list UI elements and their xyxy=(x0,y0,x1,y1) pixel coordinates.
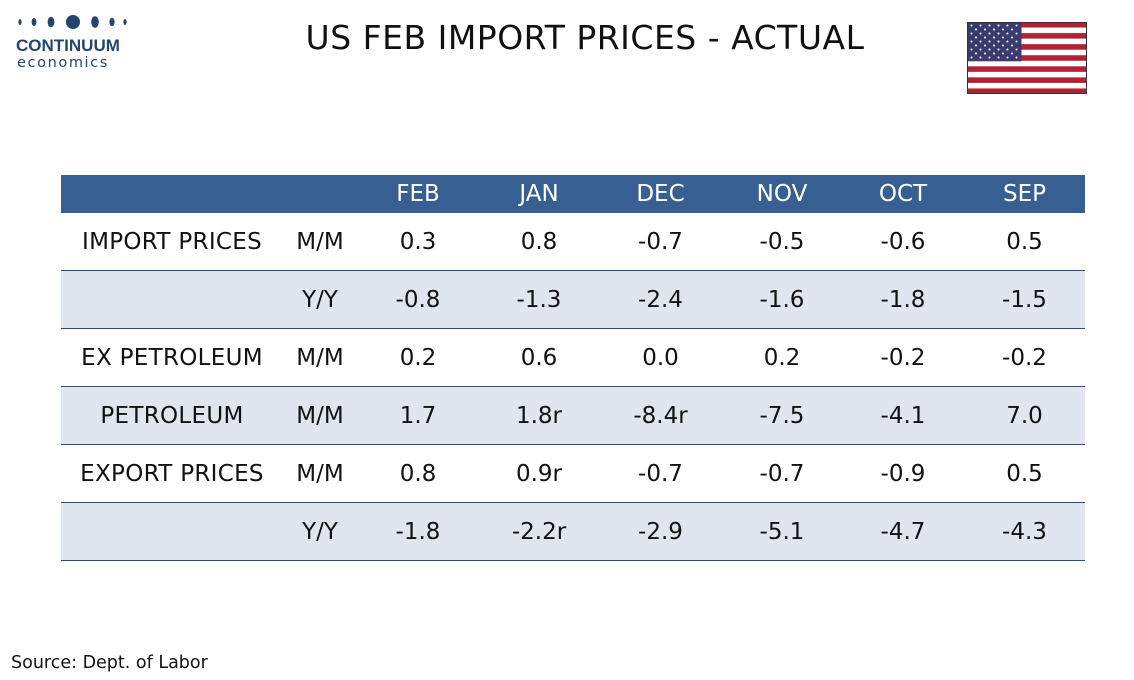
row-label: IMPORT PRICES xyxy=(61,213,283,271)
table-cell: 0.0 xyxy=(599,328,722,387)
table-cell: 7.0 xyxy=(964,386,1085,445)
table-cell: -2.9 xyxy=(599,502,722,561)
us-flag-icon xyxy=(967,22,1087,94)
row-label: PETROLEUM xyxy=(61,386,283,445)
column-header xyxy=(283,175,357,213)
logo-dots-icon xyxy=(18,15,127,29)
column-header xyxy=(61,175,283,213)
table-cell: -0.5 xyxy=(722,213,842,271)
continuum-logo: CONTINUUM economics xyxy=(14,14,144,76)
table-cell: -4.7 xyxy=(842,502,964,561)
table-cell: 0.2 xyxy=(722,328,842,387)
table-cell: -1.6 xyxy=(722,270,842,329)
table-row: EXPORT PRICES M/M 0.8 0.9r -0.7 -0.7 -0.9 0.5 xyxy=(61,444,1085,503)
column-header-feb: FEB xyxy=(357,175,479,213)
logo-name: CONTINUUM xyxy=(16,36,120,55)
table-cell: -0.7 xyxy=(599,213,722,271)
table-row: Y/Y -0.8 -1.3 -2.4 -1.6 -1.8 -1.5 xyxy=(61,270,1085,329)
table-row: Y/Y -1.8 -2.2r -2.9 -5.1 -4.7 -4.3 xyxy=(61,502,1085,561)
table-header-row: FEB JAN DEC NOV OCT SEP xyxy=(61,175,1085,213)
table-cell: -0.8 xyxy=(357,270,479,329)
table-cell: -1.3 xyxy=(479,270,599,329)
row-measure: M/M xyxy=(283,328,357,387)
table-row: IMPORT PRICES M/M 0.3 0.8 -0.7 -0.5 -0.6 0.5 xyxy=(61,213,1085,271)
column-header-nov: NOV xyxy=(722,175,842,213)
table-cell: 0.8 xyxy=(357,444,479,503)
table-cell: 0.9r xyxy=(479,444,599,503)
row-measure: M/M xyxy=(283,386,357,445)
table-cell: -0.6 xyxy=(842,213,964,271)
column-header-sep: SEP xyxy=(964,175,1085,213)
table-cell: 0.3 xyxy=(357,213,479,271)
row-measure: M/M xyxy=(283,444,357,503)
table-cell: 1.8r xyxy=(479,386,599,445)
table-cell: -5.1 xyxy=(722,502,842,561)
row-measure: Y/Y xyxy=(283,502,357,561)
table-cell: -0.7 xyxy=(599,444,722,503)
table-cell: -1.8 xyxy=(357,502,479,561)
table-row: EX PETROLEUM M/M 0.2 0.6 0.0 0.2 -0.2 -0.2 xyxy=(61,328,1085,387)
row-measure: M/M xyxy=(283,213,357,271)
row-label: EXPORT PRICES xyxy=(61,444,283,503)
table-cell: 0.5 xyxy=(964,444,1085,503)
table-cell: -0.9 xyxy=(842,444,964,503)
table-cell: -0.7 xyxy=(722,444,842,503)
table-cell: -7.5 xyxy=(722,386,842,445)
logo-subtitle: economics xyxy=(17,55,109,71)
table-cell: 0.2 xyxy=(357,328,479,387)
table-cell: -0.2 xyxy=(964,328,1085,387)
column-header-dec: DEC xyxy=(599,175,722,213)
source-note: Source: Dept. of Labor xyxy=(11,653,208,673)
table-cell: -8.4r xyxy=(599,386,722,445)
row-label: EX PETROLEUM xyxy=(61,328,283,387)
table-cell: -0.2 xyxy=(842,328,964,387)
column-header-jan: JAN xyxy=(479,175,599,213)
page-title: US FEB IMPORT PRICES - ACTUAL xyxy=(305,18,865,57)
row-measure: Y/Y xyxy=(283,270,357,329)
table-cell: -2.4 xyxy=(599,270,722,329)
table-cell: 0.5 xyxy=(964,213,1085,271)
table-row: PETROLEUM M/M 1.7 1.8r -8.4r -7.5 -4.1 7.0 xyxy=(61,386,1085,445)
table-cell: -4.1 xyxy=(842,386,964,445)
table-cell: 0.6 xyxy=(479,328,599,387)
table-cell: -1.8 xyxy=(842,270,964,329)
table-cell: 1.7 xyxy=(357,386,479,445)
import-prices-table: FEB JAN DEC NOV OCT SEP IMPORT PRICES M/M… xyxy=(61,175,1085,561)
table-cell: -1.5 xyxy=(964,270,1085,329)
column-header-oct: OCT xyxy=(842,175,964,213)
table-cell: -2.2r xyxy=(479,502,599,561)
row-label xyxy=(61,270,283,329)
row-label xyxy=(61,502,283,561)
table-cell: 0.8 xyxy=(479,213,599,271)
table-cell: -4.3 xyxy=(964,502,1085,561)
